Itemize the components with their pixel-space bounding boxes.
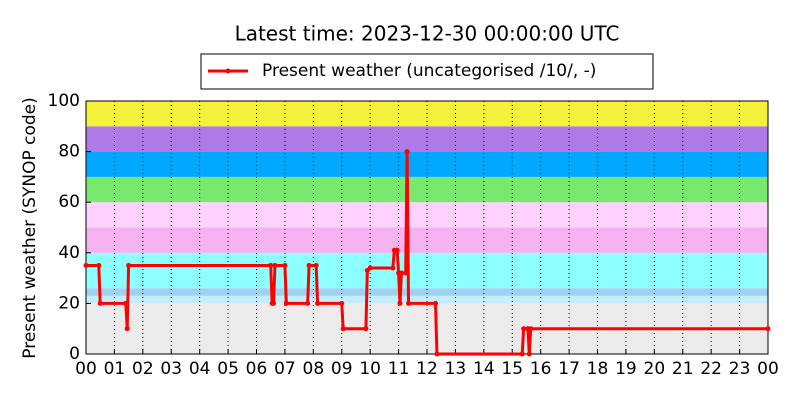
x-tick-label: 04 bbox=[189, 359, 211, 379]
x-tick-label: 08 bbox=[303, 359, 325, 379]
x-tick-label: 09 bbox=[331, 359, 353, 379]
data-point bbox=[521, 326, 527, 332]
background-band bbox=[86, 151, 768, 177]
y-tick-label: 100 bbox=[48, 91, 80, 111]
x-tick-label: 00 bbox=[75, 359, 97, 379]
y-tick-label: 0 bbox=[69, 344, 80, 364]
data-point bbox=[404, 149, 410, 155]
x-tick-label: 22 bbox=[700, 359, 722, 379]
data-point bbox=[519, 351, 525, 357]
x-tick-label: 18 bbox=[587, 359, 609, 379]
data-point bbox=[283, 300, 289, 306]
y-tick-label: 20 bbox=[58, 293, 80, 313]
background-band bbox=[86, 126, 768, 152]
data-point bbox=[406, 300, 412, 306]
x-tick-label: 23 bbox=[729, 359, 751, 379]
legend-marker bbox=[225, 68, 231, 74]
x-tick-label: 13 bbox=[445, 359, 467, 379]
data-point bbox=[123, 300, 129, 306]
x-tick-label: 06 bbox=[246, 359, 268, 379]
x-tick-label: 00 bbox=[757, 359, 779, 379]
background-band bbox=[86, 252, 768, 289]
data-point bbox=[126, 262, 132, 268]
legend-label: Present weather (uncategorised /10/, -) bbox=[262, 61, 596, 81]
background-band bbox=[86, 295, 768, 304]
data-point bbox=[306, 262, 312, 268]
data-point bbox=[268, 262, 274, 268]
y-axis-label: Present weather (SYNOP code) bbox=[20, 97, 40, 358]
x-tick-label: 14 bbox=[473, 359, 495, 379]
x-tick-label: 21 bbox=[672, 359, 694, 379]
data-point bbox=[526, 351, 532, 357]
data-point bbox=[271, 300, 277, 306]
data-point bbox=[315, 300, 321, 306]
data-point bbox=[272, 262, 278, 268]
data-point bbox=[367, 265, 373, 271]
y-tick-label: 40 bbox=[58, 243, 80, 263]
x-tick-label: 12 bbox=[416, 359, 438, 379]
data-point bbox=[313, 262, 319, 268]
data-line bbox=[86, 151, 768, 356]
background-band bbox=[86, 227, 768, 253]
data-point bbox=[363, 326, 369, 332]
x-tick-label: 02 bbox=[132, 359, 154, 379]
data-point bbox=[394, 247, 400, 253]
x-tick-label: 01 bbox=[104, 359, 126, 379]
data-point bbox=[96, 262, 102, 268]
data-point bbox=[433, 300, 439, 306]
data-point bbox=[305, 300, 311, 306]
data-point bbox=[528, 326, 534, 332]
background-band bbox=[86, 288, 768, 296]
plot-frame bbox=[85, 100, 769, 355]
x-tick-label: 05 bbox=[217, 359, 239, 379]
data-point bbox=[339, 300, 345, 306]
y-tick-label: 80 bbox=[58, 142, 80, 162]
data-point bbox=[765, 326, 771, 332]
data-point bbox=[340, 326, 346, 332]
data-point bbox=[398, 270, 404, 276]
x-tick-label: 11 bbox=[388, 359, 410, 379]
x-tick-label: 17 bbox=[558, 359, 580, 379]
data-point bbox=[282, 262, 288, 268]
x-tick-label: 19 bbox=[615, 359, 637, 379]
y-tick-label: 60 bbox=[58, 192, 80, 212]
data-point bbox=[403, 270, 409, 276]
chart-title: Latest time: 2023-12-30 00:00:00 UTC bbox=[235, 22, 620, 46]
data-point bbox=[97, 300, 103, 306]
data-point bbox=[397, 300, 403, 306]
data-point bbox=[83, 262, 89, 268]
data-point bbox=[390, 265, 396, 271]
x-tick-label: 20 bbox=[644, 359, 666, 379]
x-tick-label: 07 bbox=[274, 359, 296, 379]
background-band bbox=[86, 202, 768, 228]
x-tick-label: 15 bbox=[501, 359, 523, 379]
x-tick-label: 03 bbox=[160, 359, 182, 379]
data-point bbox=[434, 351, 440, 357]
x-tick-label: 10 bbox=[359, 359, 381, 379]
legend-box bbox=[200, 53, 654, 90]
data-point bbox=[124, 326, 130, 332]
x-tick-label: 16 bbox=[530, 359, 552, 379]
